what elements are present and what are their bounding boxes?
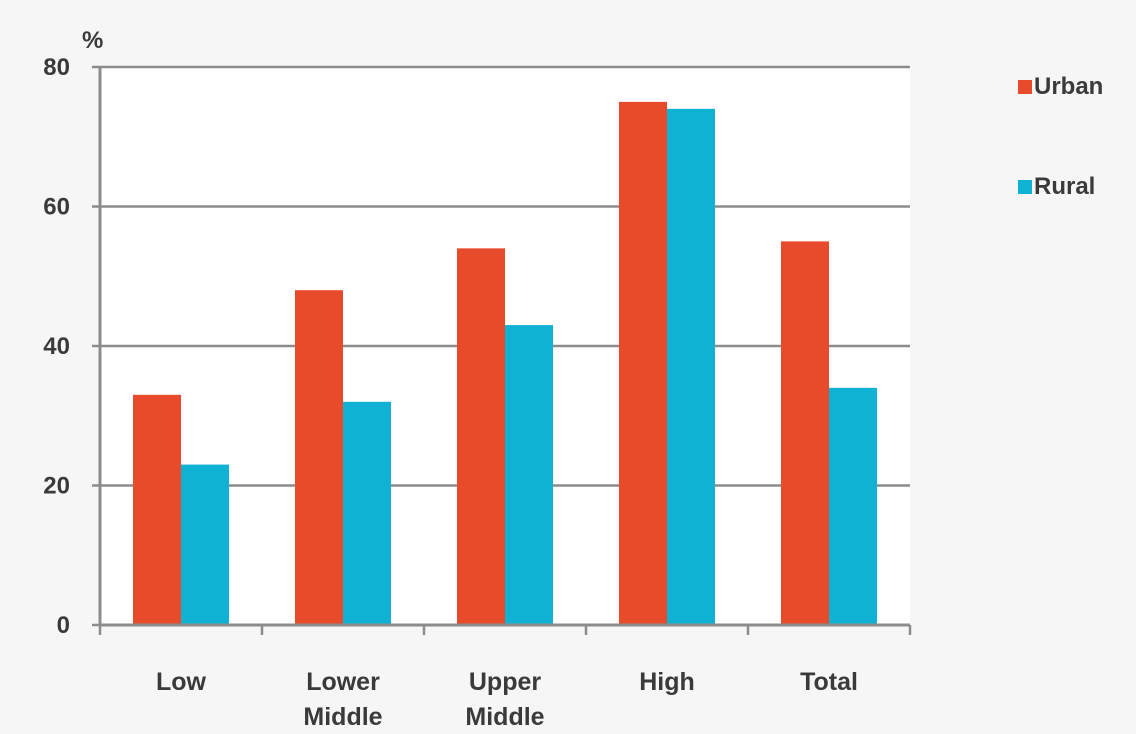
axes: 0 20 40 60 80 Low Lower Middle Upper Middle High To… [43, 54, 912, 731]
y-tick-label: 60 [43, 194, 70, 221]
bar-urban [133, 394, 181, 625]
bar-urban [619, 101, 667, 625]
legend-label-rural: Rural [1034, 173, 1095, 200]
legend: Urban Rural [1018, 73, 1103, 200]
x-tick-label: Total [800, 668, 858, 696]
x-tick-label-line2: Middle [465, 703, 544, 729]
y-tick-label: 0 [57, 612, 70, 639]
bar-rural [505, 325, 553, 625]
legend-swatch-rural [1018, 180, 1032, 194]
bar-urban [457, 248, 505, 625]
bar-rural [343, 401, 391, 625]
bar-rural [829, 387, 877, 625]
x-tick-label: Lower [306, 668, 380, 696]
x-tick-label: Low [156, 668, 207, 696]
x-tick-label: High [639, 668, 695, 696]
x-tick-label-line2: Middle [303, 703, 382, 729]
x-tick-label: Upper [469, 668, 542, 696]
y-tick-label: 80 [43, 54, 70, 81]
legend-label-urban: Urban [1034, 73, 1103, 100]
y-axis-unit-label: % [82, 27, 103, 54]
y-tick-label: 40 [43, 333, 70, 360]
bar-rural [181, 464, 229, 625]
bar-urban [781, 241, 829, 625]
bars [133, 101, 877, 626]
bar-rural [667, 108, 715, 626]
y-tick-label: 20 [43, 473, 70, 500]
bar-urban [295, 290, 343, 625]
legend-swatch-urban [1018, 80, 1032, 94]
